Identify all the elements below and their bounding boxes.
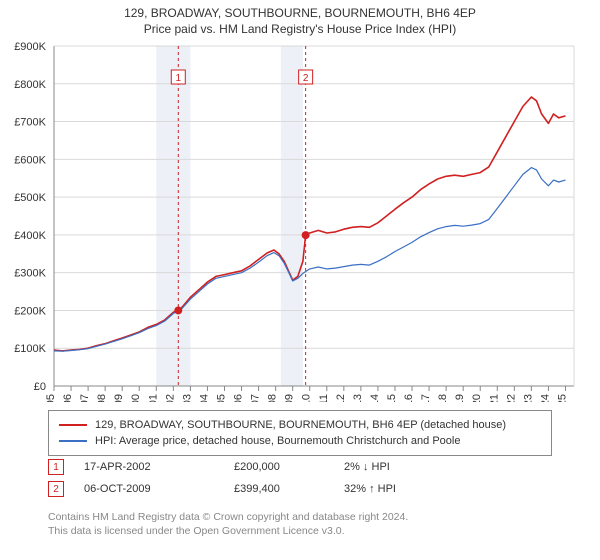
sale-date: 17-APR-2002	[84, 461, 234, 473]
svg-text:2011: 2011	[318, 394, 330, 402]
svg-text:2010: 2010	[301, 394, 313, 402]
svg-text:2020: 2020	[471, 394, 483, 402]
svg-text:2021: 2021	[488, 394, 500, 402]
svg-text:2022: 2022	[505, 394, 517, 402]
svg-text:2000: 2000	[130, 394, 142, 402]
footer-line-1: Contains HM Land Registry data © Crown c…	[48, 510, 408, 524]
svg-text:2007: 2007	[250, 394, 262, 402]
chart-subtitle: Price paid vs. HM Land Registry's House …	[0, 22, 600, 36]
svg-text:2002: 2002	[164, 394, 176, 402]
svg-text:2008: 2008	[267, 394, 279, 402]
svg-text:2012: 2012	[335, 394, 347, 402]
svg-text:£800K: £800K	[14, 79, 46, 91]
sales-table: 1 17-APR-2002 £200,000 2% ↓ HPI 2 06-OCT…	[48, 456, 444, 500]
sale-marker-box: 1	[48, 459, 64, 475]
svg-text:£700K: £700K	[14, 117, 46, 129]
chart-title-address: 129, BROADWAY, SOUTHBOURNE, BOURNEMOUTH,…	[0, 6, 600, 20]
sale-delta: 32% ↑ HPI	[344, 483, 444, 495]
svg-text:2019: 2019	[454, 394, 466, 402]
footer-line-2: This data is licensed under the Open Gov…	[48, 524, 408, 538]
svg-text:2014: 2014	[369, 394, 381, 402]
sale-row: 2 06-OCT-2009 £399,400 32% ↑ HPI	[48, 478, 444, 500]
svg-text:£600K: £600K	[14, 154, 46, 166]
legend-item: HPI: Average price, detached house, Bour…	[59, 433, 541, 449]
chart-svg: £0 £100K £200K £300K £400K £500K £600K £700K £80…	[0, 42, 600, 402]
svg-text:2016: 2016	[403, 394, 415, 402]
svg-text:2006: 2006	[233, 394, 245, 402]
legend-item: 129, BROADWAY, SOUTHBOURNE, BOURNEMOUTH,…	[59, 417, 541, 433]
legend-box: 129, BROADWAY, SOUTHBOURNE, BOURNEMOUTH,…	[48, 410, 552, 456]
svg-text:2: 2	[303, 73, 309, 84]
svg-text:2009: 2009	[284, 394, 296, 402]
svg-text:£900K: £900K	[14, 42, 46, 53]
svg-text:1996: 1996	[62, 394, 74, 402]
svg-text:2025: 2025	[556, 394, 568, 402]
sale-date: 06-OCT-2009	[84, 483, 234, 495]
svg-text:2018: 2018	[437, 394, 449, 402]
svg-text:2003: 2003	[181, 394, 193, 402]
svg-text:£200K: £200K	[14, 305, 46, 317]
footer-attribution: Contains HM Land Registry data © Crown c…	[48, 510, 408, 538]
svg-text:2005: 2005	[215, 394, 227, 402]
svg-text:2017: 2017	[420, 394, 432, 402]
svg-text:2023: 2023	[522, 394, 534, 402]
legend-swatch	[59, 440, 87, 442]
svg-text:2024: 2024	[539, 394, 551, 402]
svg-text:£100K: £100K	[14, 343, 46, 355]
svg-text:2015: 2015	[386, 394, 398, 402]
svg-text:1995: 1995	[45, 394, 57, 402]
svg-text:£300K: £300K	[14, 268, 46, 280]
sale-price: £200,000	[234, 461, 344, 473]
sale-marker-box: 2	[48, 481, 64, 497]
svg-text:2013: 2013	[352, 394, 364, 402]
svg-text:£0: £0	[34, 381, 46, 393]
legend-label: 129, BROADWAY, SOUTHBOURNE, BOURNEMOUTH,…	[95, 419, 506, 431]
svg-text:£400K: £400K	[14, 230, 46, 242]
svg-text:1: 1	[176, 73, 182, 84]
legend-label: HPI: Average price, detached house, Bour…	[95, 435, 460, 447]
svg-text:£500K: £500K	[14, 192, 46, 204]
legend-swatch	[59, 424, 87, 426]
sale-delta: 2% ↓ HPI	[344, 461, 444, 473]
svg-text:1999: 1999	[113, 394, 125, 402]
svg-text:2001: 2001	[147, 394, 159, 402]
chart-area: £0 £100K £200K £300K £400K £500K £600K £700K £80…	[0, 42, 600, 402]
svg-text:1997: 1997	[79, 394, 91, 402]
sale-price: £399,400	[234, 483, 344, 495]
svg-text:1998: 1998	[96, 394, 108, 402]
svg-text:2004: 2004	[198, 394, 210, 402]
sale-row: 1 17-APR-2002 £200,000 2% ↓ HPI	[48, 456, 444, 478]
